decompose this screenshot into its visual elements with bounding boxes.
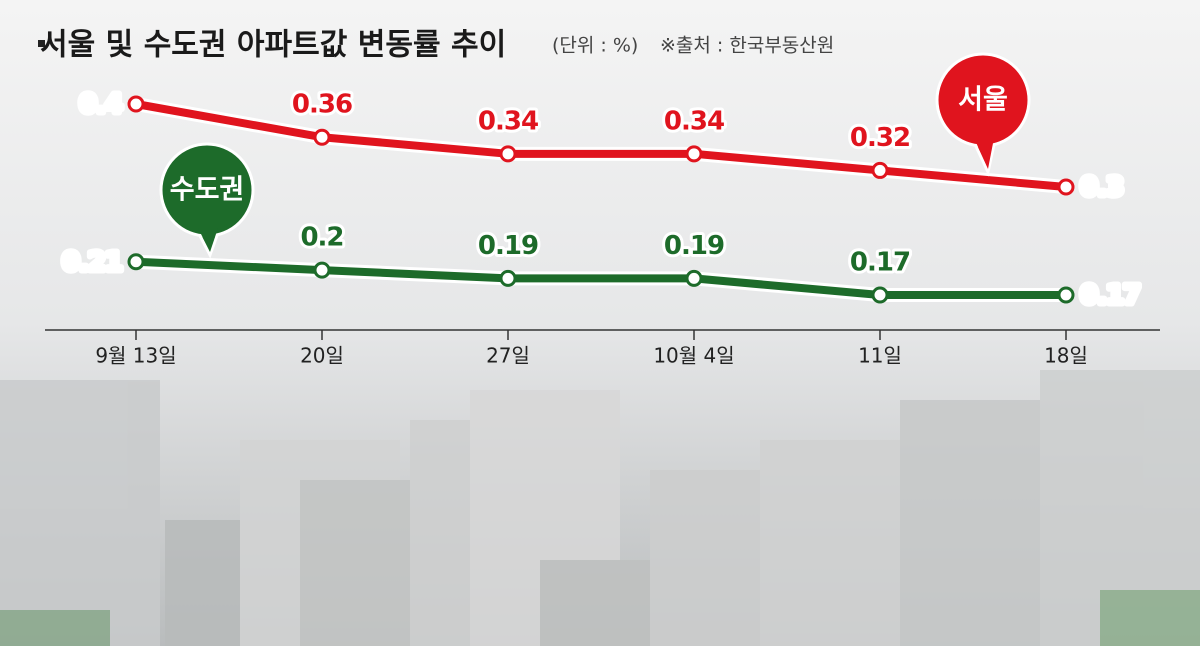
value-label: 0.17	[1080, 281, 1140, 311]
value-label: 0.19	[478, 231, 538, 261]
value-label: 0.17	[850, 248, 910, 278]
value-label: 0.2	[300, 223, 343, 253]
value-label: 0.32	[850, 123, 910, 153]
legend-callout: 서울	[935, 52, 1031, 177]
legend-callout: 수도권	[159, 142, 255, 259]
x-tick-label: 10월 4일	[653, 344, 734, 368]
x-tick-label: 27일	[486, 344, 530, 368]
source-note: ※출처 : 한국부동산원	[660, 35, 834, 57]
point	[127, 95, 145, 113]
point	[685, 145, 703, 163]
callout-joint	[974, 138, 994, 169]
point	[313, 261, 331, 279]
point	[127, 253, 145, 271]
title-bullet	[38, 40, 45, 47]
x-tick-label: 9월 13일	[95, 344, 176, 368]
value-label: 0.4	[79, 90, 122, 120]
point	[685, 269, 703, 287]
point	[871, 161, 889, 179]
callout-joint	[198, 228, 218, 252]
chart-title: 서울 및 수도권 아파트값 변동률 추이	[40, 28, 506, 63]
value-label: 0.34	[664, 106, 724, 136]
point	[1057, 178, 1075, 196]
x-tick-label: 11일	[858, 344, 902, 368]
value-label: 0.3	[1080, 173, 1123, 203]
buildings	[0, 370, 1200, 646]
series-line	[135, 257, 1066, 299]
legend-label: 서울	[958, 85, 1008, 116]
value-label: 0.21	[62, 247, 122, 277]
point	[499, 145, 517, 163]
x-tick-label: 20일	[300, 344, 344, 368]
value-label: 0.36	[292, 90, 352, 120]
value-label: 0.34	[478, 106, 538, 136]
point	[499, 269, 517, 287]
value-label: 0.19	[664, 231, 724, 261]
series-line	[135, 100, 1067, 192]
unit-note: (단위 : %)	[552, 35, 638, 57]
x-tick-label: 18일	[1044, 344, 1088, 368]
point	[871, 286, 889, 304]
point	[313, 128, 331, 146]
legend-label: 수도권	[170, 175, 245, 206]
point	[1057, 286, 1075, 304]
